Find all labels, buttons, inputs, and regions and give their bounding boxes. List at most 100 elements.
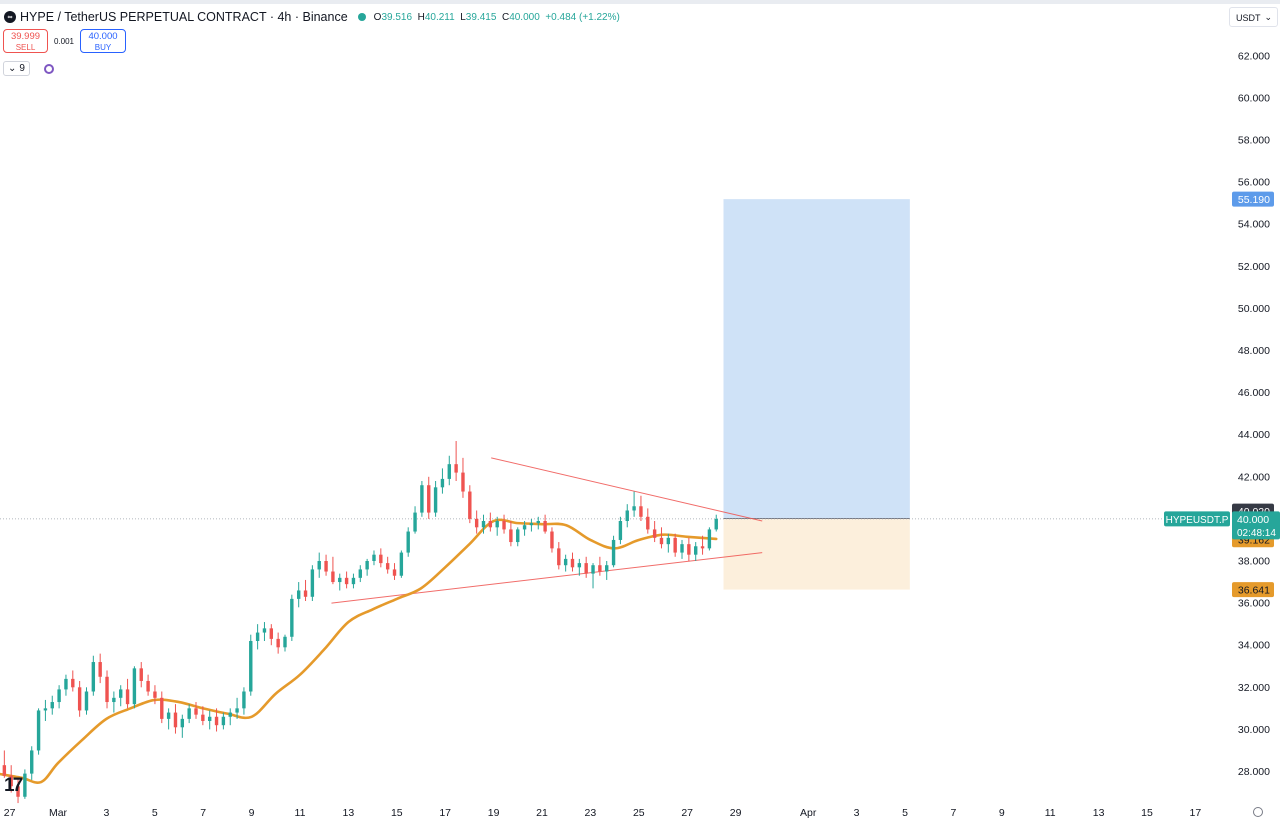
candle-body <box>447 464 451 479</box>
time-tick-label: 13 <box>343 807 355 819</box>
candle <box>495 516 499 536</box>
candle <box>584 556 588 578</box>
indicators-bar: ⌄ 9 <box>3 61 54 76</box>
time-tick-label: 11 <box>295 807 306 819</box>
candle-body <box>160 697 164 719</box>
candle-body <box>139 668 143 681</box>
candle <box>344 571 349 589</box>
candle-body <box>338 577 342 583</box>
candle <box>399 550 404 578</box>
candle-body <box>105 676 109 703</box>
sell-price: 39.999 <box>10 31 41 42</box>
tradingview-logo-icon[interactable]: 17 <box>4 775 23 796</box>
target-zone <box>723 199 910 519</box>
candle-body <box>673 537 677 553</box>
price-tick-label: 54.000 <box>1238 219 1270 231</box>
stop-price-tag: 36.641 <box>1238 585 1270 597</box>
symbol-title[interactable]: HYPE / TetherUS PERPETUAL CONTRACT · 4h … <box>20 10 348 24</box>
candle <box>639 495 643 522</box>
candle <box>454 441 458 482</box>
candle-body <box>84 691 89 711</box>
candle-body <box>242 691 246 709</box>
buy-button[interactable]: 40.000 BUY <box>80 29 126 53</box>
currency-select[interactable]: USDT ⌄ <box>1229 7 1278 27</box>
candle-body <box>358 569 362 578</box>
candle <box>119 685 123 707</box>
candle <box>714 514 718 532</box>
candle-body <box>173 712 178 728</box>
candle-body <box>605 565 609 572</box>
target-price-tag: 55.190 <box>1238 194 1270 206</box>
candle <box>338 573 342 591</box>
candle <box>228 708 232 726</box>
candle-body <box>30 750 34 774</box>
time-tick-label: 3 <box>854 807 860 819</box>
candle-body <box>303 590 308 597</box>
candle-body <box>23 773 27 797</box>
candle <box>420 481 424 517</box>
candle <box>563 554 568 572</box>
candle-body <box>221 716 226 726</box>
target-price-tag-bg <box>1232 191 1274 207</box>
candle-body <box>112 697 116 703</box>
indicators-toggle[interactable]: ⌄ 9 <box>3 61 30 76</box>
price-tick-label: 46.000 <box>1238 387 1270 399</box>
candle-body <box>694 546 698 555</box>
candle-body <box>91 662 96 692</box>
price-tick-label: 58.000 <box>1238 135 1270 147</box>
time-tick-label: 25 <box>633 807 645 819</box>
candle-body <box>714 518 718 530</box>
buy-price: 40.000 <box>88 31 118 42</box>
candle <box>276 632 280 654</box>
time-tick-label: 19 <box>488 807 500 819</box>
candle-body <box>146 680 150 692</box>
long-position-tool <box>723 199 910 590</box>
candle <box>516 527 520 547</box>
time-tick-label: 9 <box>999 807 1005 819</box>
candle <box>379 548 383 568</box>
candle <box>474 510 479 534</box>
candle <box>700 535 705 555</box>
candle-body <box>180 718 185 728</box>
settings-gear-icon[interactable] <box>1253 807 1263 817</box>
symbol-tag-bg <box>1164 511 1230 527</box>
candle-body <box>331 571 335 583</box>
candle <box>447 455 451 486</box>
candle <box>673 533 677 557</box>
candle-body <box>77 687 82 711</box>
candle <box>173 704 178 734</box>
candle-body <box>516 529 520 543</box>
time-tick-label: 3 <box>103 807 109 819</box>
candle-body <box>427 485 431 513</box>
candle <box>694 542 698 561</box>
candle-body <box>598 565 602 572</box>
candle <box>146 674 150 696</box>
price-tick-label: 38.000 <box>1238 556 1270 568</box>
candle <box>543 514 547 534</box>
candle <box>502 514 506 534</box>
candle <box>707 527 712 551</box>
sell-label: SELL <box>15 43 36 52</box>
candle-body <box>153 691 157 698</box>
price-tick-label: 56.000 <box>1238 177 1270 189</box>
candle <box>461 457 465 498</box>
candle-body <box>71 678 75 688</box>
buy-label: BUY <box>94 43 112 52</box>
price-and-time-axes: 62.000 60.000 58.000 56.000 54.000 52.000 50.0… <box>4 50 1280 819</box>
candle-body <box>399 552 404 576</box>
candle-body <box>385 563 390 570</box>
candle-body <box>296 590 301 599</box>
candle <box>166 708 171 730</box>
sell-button[interactable]: 39.999 SELL <box>3 29 48 53</box>
sync-icon[interactable] <box>43 63 54 74</box>
candle-body <box>64 678 68 690</box>
candle-body <box>324 561 328 572</box>
candle-body <box>57 689 61 703</box>
top-border <box>0 0 1280 4</box>
time-tick-label: 11 <box>1045 807 1056 819</box>
candle <box>77 680 82 717</box>
candle <box>646 508 650 534</box>
price-tick-label: 32.000 <box>1238 682 1270 694</box>
candle <box>201 706 205 726</box>
